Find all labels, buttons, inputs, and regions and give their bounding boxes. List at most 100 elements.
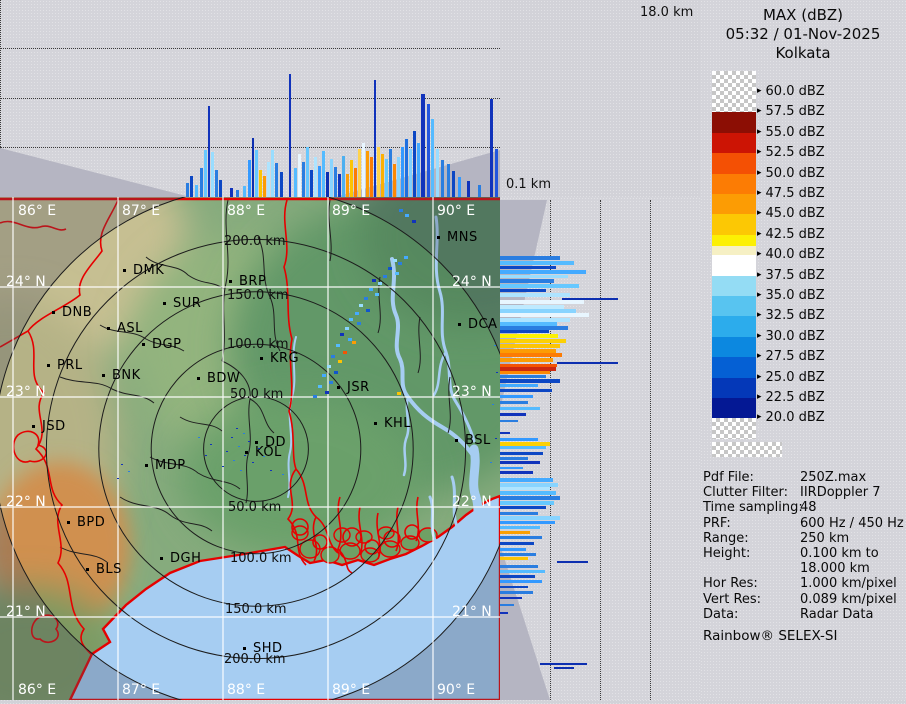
map-echo-cell	[258, 448, 260, 449]
yz-echo-bar	[500, 270, 586, 274]
legend-threshold-label: 50.0 dBZ	[757, 166, 825, 181]
map-echo-cell	[121, 464, 123, 465]
xz-gridline	[0, 48, 500, 49]
xz-echo-bar	[302, 162, 305, 197]
info-row-value: 0.100 km to	[800, 546, 879, 561]
map-echo-cell	[338, 360, 342, 363]
xz-echo-bar	[190, 176, 193, 197]
station-dot	[107, 327, 110, 330]
station-dot	[229, 280, 232, 283]
xz-echo-bar	[354, 168, 357, 197]
height-axis-max-label: 18.0 km	[640, 5, 694, 20]
yz-echo-bar	[500, 487, 550, 490]
info-row-label: Time sampling:	[703, 500, 803, 516]
map-echo-cell	[345, 327, 349, 330]
map-echo-cell	[243, 433, 245, 434]
map-echo-cell	[378, 282, 382, 285]
legend-color-band	[712, 357, 756, 378]
xz-axis-line	[0, 0, 1, 197]
station-dot	[245, 451, 248, 454]
range-ring-label: 150.0 km	[225, 602, 287, 617]
map-echo-cell	[495, 438, 497, 439]
map-echo-cell	[397, 392, 401, 395]
xz-echo-bar	[248, 160, 251, 197]
longitude-label-top: 86° E	[18, 203, 57, 219]
yz-echo-bar	[500, 266, 556, 269]
yz-echo-bar	[500, 413, 526, 416]
map-echo-cell	[238, 446, 240, 447]
yz-echo-bar	[500, 256, 560, 260]
yz-echo-bar	[500, 349, 556, 353]
latitude-label-right: 21° N	[452, 604, 492, 620]
station-label: DD	[265, 435, 287, 450]
info-row-value: 1.000 km/pixel	[800, 576, 897, 592]
map-echo-cell	[357, 322, 361, 325]
xz-echo-bar	[298, 154, 301, 197]
latitude-label-left: 23° N	[6, 384, 46, 400]
map-echo-cell	[325, 391, 329, 394]
map-echo-cell	[334, 371, 338, 374]
yz-echo-bar	[500, 506, 546, 509]
yz-echo-bar	[500, 452, 543, 455]
yz-echo-bar	[500, 442, 550, 446]
xz-echo-bar	[495, 149, 498, 197]
legend-checker-above-max	[712, 71, 756, 112]
yz-echo-bar	[500, 526, 540, 529]
yz-echo-bar	[500, 293, 570, 297]
latitude-label-left: 24° N	[6, 274, 46, 290]
map-echo-cell	[496, 372, 498, 373]
xz-echo-bar	[255, 150, 258, 197]
yz-echo-bar	[500, 395, 533, 398]
yz-echo-bar	[500, 580, 542, 583]
xz-echo-bar	[208, 106, 210, 197]
xz-echo-bar	[401, 147, 404, 197]
legend-color-band	[712, 173, 756, 194]
scan-datetime: 05:32 / 01-Nov-2025	[725, 25, 881, 43]
yz-gridline	[550, 200, 551, 700]
map-echo-cell	[205, 455, 207, 456]
legend-color-band	[712, 132, 756, 154]
info-row-value: 600 Hz / 450 Hz	[800, 515, 904, 531]
xz-echo-bar	[409, 149, 412, 197]
latitude-label-right: 24° N	[452, 274, 492, 290]
map-echo-cell	[236, 428, 238, 429]
yz-echo-bar	[500, 491, 556, 495]
map-echo-cell	[383, 275, 387, 278]
xz-echo-bar	[374, 80, 376, 197]
xz-echo-bar	[267, 162, 270, 197]
station-label: BSL	[465, 433, 491, 448]
map-panel	[0, 127, 580, 704]
xz-echo-bar	[431, 119, 434, 197]
station-dot	[86, 568, 89, 571]
yz-echo-bar	[500, 438, 538, 441]
longitude-label-bottom: 90° E	[437, 682, 476, 698]
longitude-label-top: 87° E	[122, 203, 161, 219]
map-echo-cell	[226, 451, 228, 452]
yz-echo-bar	[500, 375, 546, 378]
yz-gridline	[650, 200, 651, 700]
yz-echo-bar	[500, 420, 518, 422]
xz-echo-bar	[377, 147, 380, 197]
info-row-label: Vert Res:	[703, 591, 762, 607]
station-dot	[255, 441, 258, 444]
map-echo-cell	[375, 293, 379, 296]
yz-echo-bar	[500, 353, 562, 357]
legend-threshold-label: 27.5 dBZ	[757, 349, 825, 364]
map-echo-cell	[282, 474, 284, 475]
longitude-label-bottom: 87° E	[122, 682, 161, 698]
yz-echo-bar	[500, 471, 533, 474]
info-row-label: Range:	[703, 530, 749, 546]
map-echo-cell	[349, 318, 353, 321]
legend-threshold-label: 22.5 dBZ	[757, 390, 825, 405]
xz-echo-bar	[330, 159, 333, 197]
yz-echo-bar	[500, 591, 533, 594]
map-echo-cell	[244, 455, 246, 456]
yz-echo-bar	[500, 461, 540, 464]
station-dot	[145, 464, 148, 467]
legend-threshold-label: 47.5 dBZ	[757, 186, 825, 201]
yz-echo-bar	[500, 512, 538, 515]
yz-echo-bar	[554, 667, 574, 669]
xz-echo-bar	[200, 168, 203, 197]
xz-echo-bar	[413, 131, 416, 197]
station-dot	[32, 425, 35, 428]
